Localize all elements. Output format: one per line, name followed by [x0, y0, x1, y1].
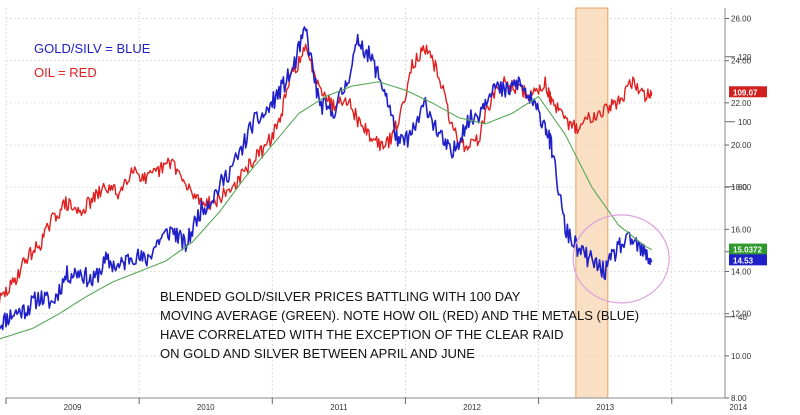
grid [5, 8, 725, 399]
y-tick-label-left: 8.00 [731, 394, 747, 403]
moving-average-value-tag-text: 15.0372 [733, 246, 762, 255]
x-tick-label: 2010 [197, 403, 215, 412]
series-gold-silver [0, 26, 653, 331]
annotation-text: BLENDED GOLD/SILVER PRICES BATTLING WITH… [160, 289, 639, 361]
x-axis-ticks: 2009 2010 2011 2012 2013 2014 [5, 398, 748, 412]
y-tick-label-left: 10.00 [731, 352, 752, 361]
series-group [0, 26, 653, 340]
y-tick-label-left: 20.00 [731, 141, 752, 150]
annotation-line-2: MOVING AVERAGE (GREEN). NOTE HOW OIL (RE… [160, 308, 639, 323]
y-tick-label-left: 22.00 [731, 99, 752, 108]
x-tick-label: 2009 [64, 403, 82, 412]
y-tick-label-right: 40 [738, 313, 747, 322]
series-moving-average [0, 81, 653, 340]
y-tick-label-left: 18.00 [731, 183, 752, 192]
oil-value-tag-text: 109.07 [733, 88, 758, 97]
moving-average-value-tag-box [729, 243, 767, 255]
y-tick-label-right: 80 [738, 183, 747, 192]
gold-silver-value-tag-box [729, 254, 767, 266]
y-tick-label-left: 16.00 [731, 225, 752, 234]
y-tick-label-left: 24.00 [731, 57, 752, 66]
highlight-circle [572, 214, 670, 304]
x-tick-label: 2014 [729, 403, 747, 412]
gold-silver-value-tag-text: 14.53 [733, 256, 754, 265]
x-tick-label: 2011 [330, 403, 348, 412]
y-tick-label-left: 26.00 [731, 15, 752, 24]
x-tick-label: 2013 [596, 403, 614, 412]
annotation-line-4: ON GOLD AND SILVER BETWEEN APRIL AND JUN… [160, 346, 475, 361]
annotation-line-1: BLENDED GOLD/SILVER PRICES BATTLING WITH… [160, 289, 521, 304]
annotation-line-3: HAVE CORRELATED WITH THE EXCEPTION OF TH… [160, 327, 564, 342]
legend-gold-silver: GOLD/SILV = BLUE [34, 41, 151, 56]
x-tick-label: 2012 [463, 403, 481, 412]
moving-average-value-tag: 15.0372 [729, 243, 767, 255]
y-tick-label-left: 14.00 [731, 268, 752, 277]
oil-value-tag: 109.07 [729, 86, 767, 98]
gold-silver-value-tag: 14.53 [729, 254, 767, 266]
legend-oil: OIL = RED [34, 65, 97, 80]
y-tick-label-right: 120 [738, 53, 752, 62]
y-tick-label-right: 100 [738, 118, 752, 127]
y-axis-ticks: 26.00 24.00 22.00 20.00 18.00 16.00 14.00 12.00… [725, 15, 752, 403]
series-oil [0, 43, 653, 305]
oil-value-tag-box [729, 86, 767, 98]
y-tick-label-left: 12.00 [731, 310, 752, 319]
